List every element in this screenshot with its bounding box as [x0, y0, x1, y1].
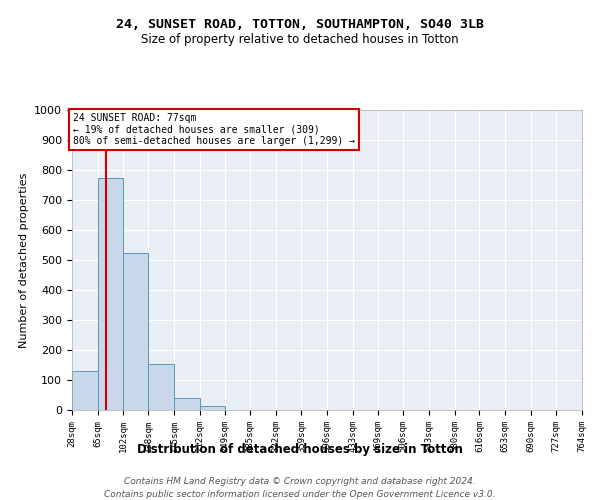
Text: 24, SUNSET ROAD, TOTTON, SOUTHAMPTON, SO40 3LB: 24, SUNSET ROAD, TOTTON, SOUTHAMPTON, SO… — [116, 18, 484, 30]
Text: Contains HM Land Registry data © Crown copyright and database right 2024.: Contains HM Land Registry data © Crown c… — [124, 478, 476, 486]
Y-axis label: Number of detached properties: Number of detached properties — [19, 172, 29, 348]
Bar — [123, 252, 148, 410]
Bar — [174, 398, 199, 410]
Bar — [199, 406, 225, 410]
Text: Distribution of detached houses by size in Totton: Distribution of detached houses by size … — [137, 442, 463, 456]
Text: 24 SUNSET ROAD: 77sqm
← 19% of detached houses are smaller (309)
80% of semi-det: 24 SUNSET ROAD: 77sqm ← 19% of detached … — [73, 113, 355, 146]
Bar — [98, 178, 123, 410]
Bar — [72, 371, 98, 410]
Text: Size of property relative to detached houses in Totton: Size of property relative to detached ho… — [141, 32, 459, 46]
Bar — [148, 364, 174, 410]
Text: Contains public sector information licensed under the Open Government Licence v3: Contains public sector information licen… — [104, 490, 496, 499]
